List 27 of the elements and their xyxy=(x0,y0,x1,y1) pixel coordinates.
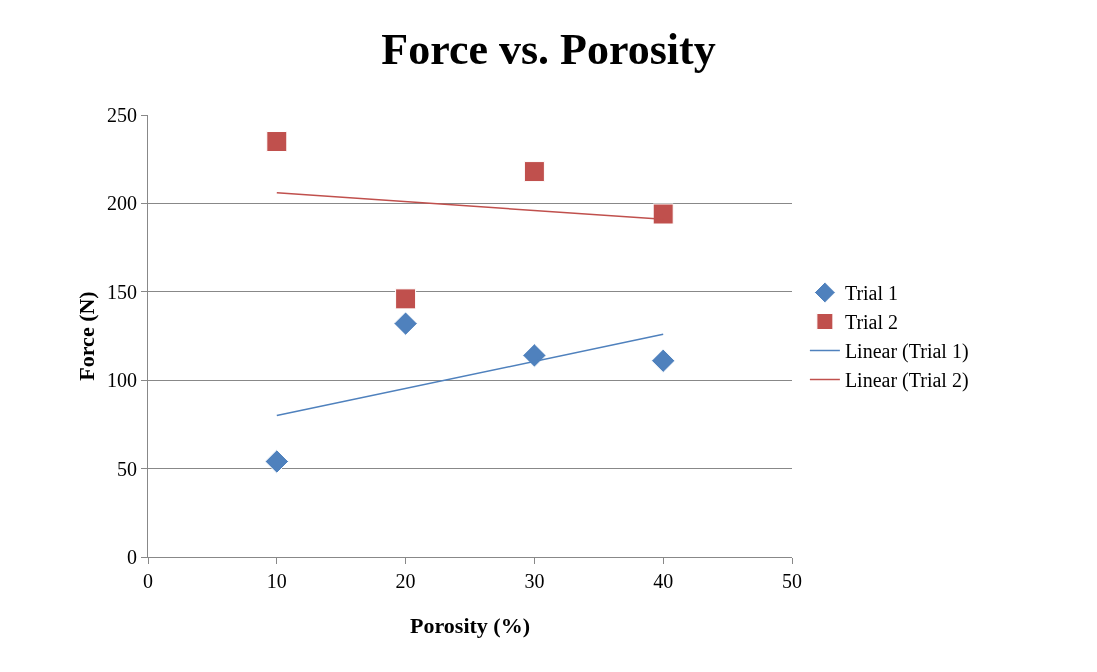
point xyxy=(266,131,288,153)
legend-label: Trial 1 xyxy=(844,282,899,305)
y-tick-label: 0 xyxy=(127,546,137,568)
point xyxy=(522,343,547,368)
legend-label: Linear (Trial 2) xyxy=(844,369,969,393)
y-tick-label: 50 xyxy=(117,457,137,480)
point xyxy=(395,288,417,310)
legend-label: Linear (Trial 1) xyxy=(844,340,969,364)
y-axis-title: Force (N) xyxy=(74,291,99,381)
x-tick-label: 0 xyxy=(143,570,153,592)
x-tick-label: 40 xyxy=(653,570,674,592)
y-tick-label: 100 xyxy=(107,369,137,392)
x-tick-label: 50 xyxy=(782,570,802,592)
point xyxy=(651,348,676,373)
x-tick-label: 30 xyxy=(524,570,545,592)
point xyxy=(523,161,545,183)
chart-title: Force vs. Porosity xyxy=(381,25,716,75)
x-axis-title: Porosity (%) xyxy=(410,613,530,638)
x-tick-label: 10 xyxy=(266,570,287,592)
y-tick-label: 150 xyxy=(107,280,137,303)
point xyxy=(652,203,674,225)
point xyxy=(264,449,289,474)
y-tick-label: 250 xyxy=(107,104,137,126)
legend-label: Trial 2 xyxy=(844,311,899,334)
y-tick-label: 200 xyxy=(107,192,137,215)
x-tick-label: 20 xyxy=(395,570,416,592)
point xyxy=(393,311,418,336)
